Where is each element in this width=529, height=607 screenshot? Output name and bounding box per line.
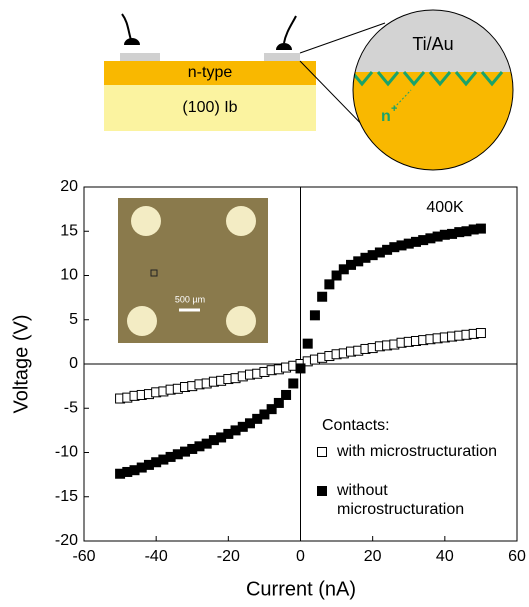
- inset-pad: [127, 306, 157, 336]
- marker: [310, 311, 319, 320]
- y-tick-label: -5: [64, 399, 78, 416]
- y-tick-label: -20: [55, 532, 78, 549]
- legend-title: Contacts:: [322, 416, 390, 435]
- inset-pad: [226, 206, 256, 236]
- legend-marker: [318, 448, 327, 457]
- scale-label: 500 µm: [175, 294, 205, 304]
- contact: [120, 53, 160, 61]
- x-tick-label: 20: [364, 548, 382, 565]
- marker: [296, 364, 305, 373]
- inset-pad: [131, 206, 161, 236]
- metal-label: Ti/Au: [412, 34, 453, 54]
- y-tick-label: 20: [60, 178, 78, 195]
- zoom-circle: [350, 5, 520, 175]
- doped-sup: +: [391, 103, 397, 115]
- y-tick-label: -10: [55, 444, 78, 461]
- legend-label: without microstructuration: [337, 481, 507, 519]
- x-tick-label: -40: [145, 548, 168, 565]
- x-tick-label: 0: [296, 548, 305, 565]
- wire-blob: [276, 43, 292, 50]
- wire: [284, 16, 296, 43]
- y-tick-label: -15: [55, 488, 78, 505]
- y-axis-title: Voltage (V): [10, 315, 32, 414]
- x-tick-label: 40: [436, 548, 454, 565]
- x-tick-label: -20: [217, 548, 240, 565]
- legend-label: with microstructuration: [337, 442, 507, 461]
- figure: n-type (100) Ib Ti/Au n + 500 µm 400K Cu…: [0, 0, 529, 607]
- inset-pad: [226, 306, 256, 336]
- marker: [282, 390, 291, 399]
- contact: [264, 53, 300, 61]
- wire: [122, 14, 131, 40]
- y-tick-label: 10: [60, 267, 78, 284]
- marker: [318, 292, 327, 301]
- marker: [476, 329, 485, 338]
- x-tick-label: -60: [72, 548, 95, 565]
- y-tick-label: 15: [60, 222, 78, 239]
- legend-marker: [318, 487, 327, 496]
- wire-blob: [124, 38, 140, 45]
- x-axis-title: Current (nA): [246, 578, 356, 600]
- y-tick-label: 5: [69, 311, 78, 328]
- annotation: 400K: [426, 199, 464, 216]
- marker: [476, 224, 485, 233]
- doped-label: n: [381, 108, 391, 125]
- marker: [289, 379, 298, 388]
- marker: [303, 339, 312, 348]
- x-tick-label: 60: [508, 548, 526, 565]
- y-tick-label: 0: [69, 355, 78, 372]
- substrate-label: (100) Ib: [182, 99, 237, 116]
- marker: [325, 280, 334, 289]
- layer-label: n-type: [188, 64, 233, 81]
